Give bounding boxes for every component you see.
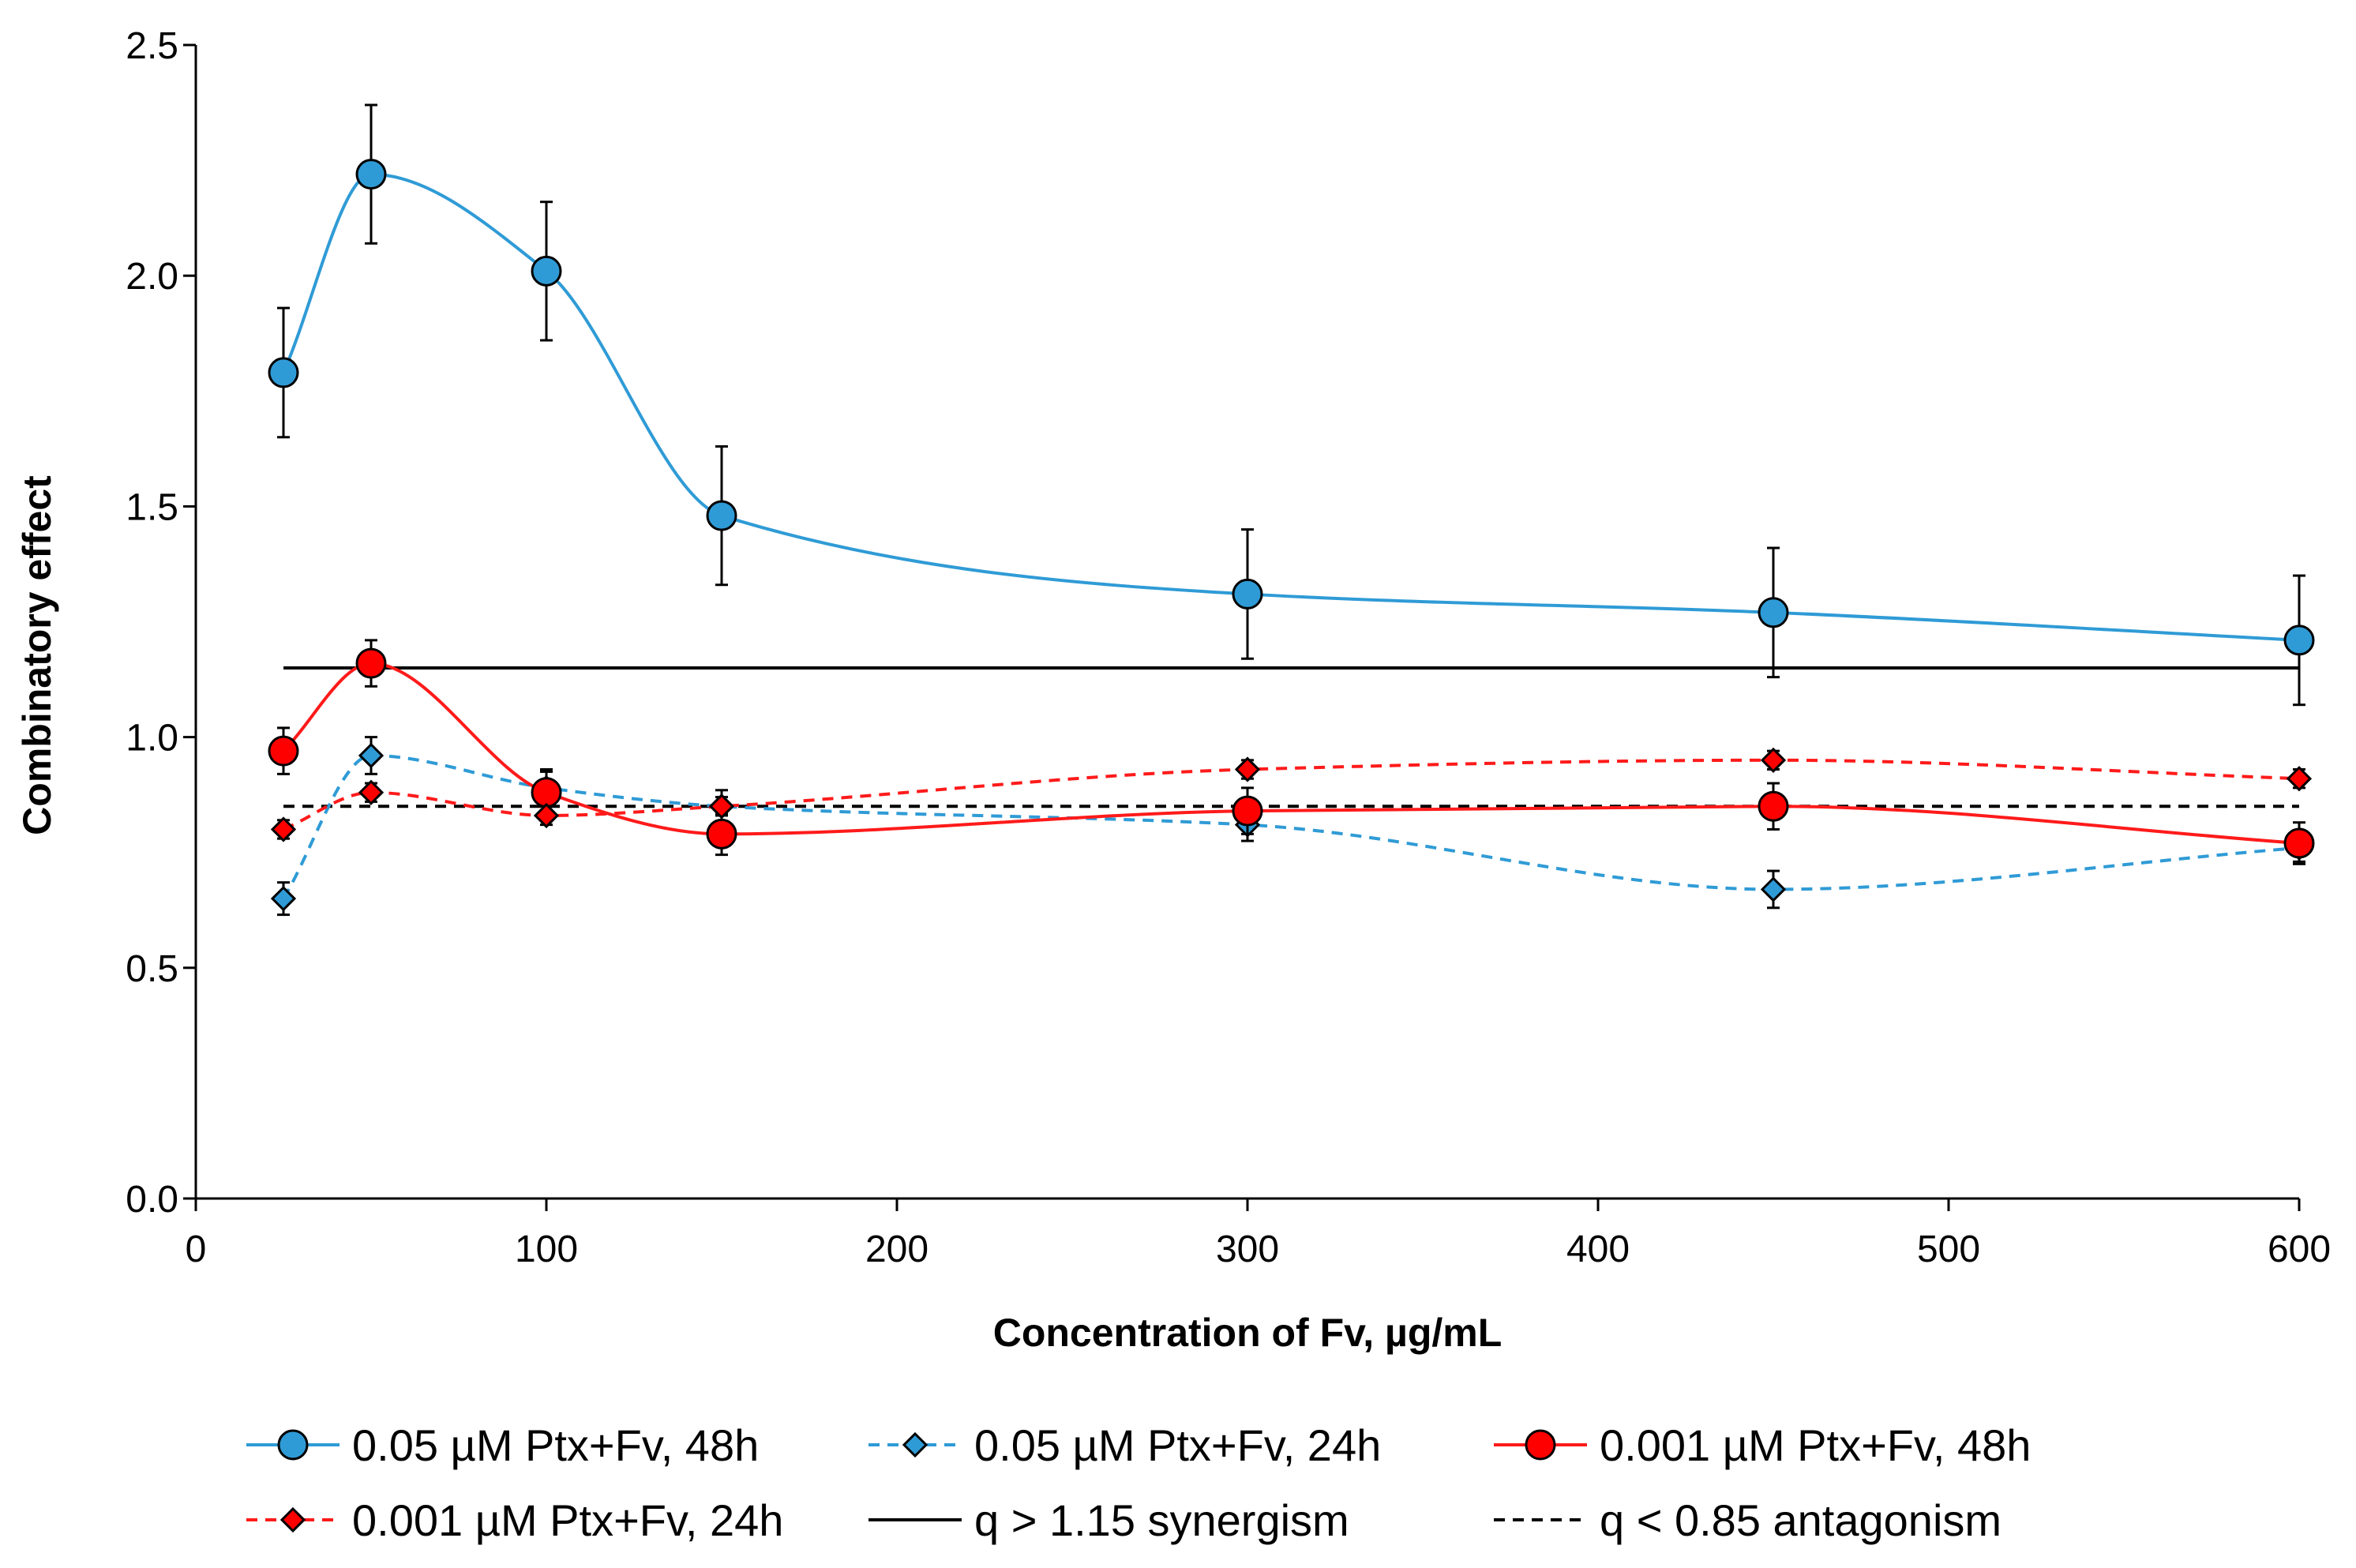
legend-item-1: 0.05 µM Ptx+Fv, 24h bbox=[868, 1420, 1381, 1470]
series-3 bbox=[270, 747, 2313, 842]
data-point bbox=[708, 793, 735, 820]
data-point bbox=[270, 886, 297, 912]
y-axis-title: Combinatory effect bbox=[15, 475, 59, 835]
legend-swatch-marker bbox=[279, 1506, 306, 1533]
legend-swatch-marker bbox=[1525, 1429, 1556, 1461]
series-0 bbox=[268, 103, 2315, 707]
y-tick-label: 0.5 bbox=[126, 948, 178, 990]
legend-label: 0.05 µM Ptx+Fv, 24h bbox=[974, 1420, 1381, 1470]
legend-label: 0.001 µM Ptx+Fv, 24h bbox=[352, 1495, 783, 1545]
y-tick-label: 0.0 bbox=[126, 1179, 178, 1221]
data-point bbox=[268, 735, 299, 767]
x-axis-title: Concentration of Fv, µg/mL bbox=[993, 1311, 1503, 1355]
legend-label: 0.05 µM Ptx+Fv, 48h bbox=[352, 1420, 759, 1470]
data-point bbox=[1234, 756, 1261, 782]
x-tick-label: 0 bbox=[186, 1229, 207, 1270]
legend-swatch-marker bbox=[902, 1431, 929, 1458]
data-point bbox=[1232, 795, 1263, 827]
data-point bbox=[531, 777, 562, 808]
reference-lines bbox=[283, 666, 2299, 808]
series-line bbox=[282, 172, 2300, 642]
data-point bbox=[706, 500, 737, 531]
x-tick-label: 200 bbox=[865, 1229, 929, 1270]
data-point bbox=[2286, 766, 2313, 792]
y-tick-label: 2.0 bbox=[126, 256, 178, 298]
data-series bbox=[268, 103, 2315, 917]
legend-item-3: 0.001 µM Ptx+Fv, 24h bbox=[246, 1495, 783, 1545]
data-point bbox=[2283, 625, 2315, 656]
series-1 bbox=[270, 736, 2313, 917]
legend-item-2: 0.001 µM Ptx+Fv, 48h bbox=[1494, 1420, 2031, 1470]
x-tick-label: 600 bbox=[2268, 1229, 2331, 1270]
x-tick-label: 300 bbox=[1216, 1229, 1279, 1270]
series-line bbox=[283, 758, 2300, 831]
data-point bbox=[355, 647, 387, 679]
legend-item-5: q < 0.85 antagonism bbox=[1494, 1495, 2001, 1545]
series-line bbox=[282, 753, 2300, 900]
axes: 0.0 0.5 1.0 1.5 2.0 2.5 0 100 200 300 400 500 600 bbox=[126, 25, 2331, 1270]
y-tick-label: 1.5 bbox=[126, 486, 178, 528]
legend-item-0: 0.05 µM Ptx+Fv, 48h bbox=[246, 1420, 759, 1470]
x-tick-label: 100 bbox=[515, 1229, 578, 1270]
x-tick-label: 500 bbox=[1917, 1229, 1980, 1270]
data-point bbox=[1758, 597, 1789, 628]
data-point bbox=[358, 779, 385, 805]
series-2 bbox=[268, 639, 2315, 865]
legend: 0.05 µM Ptx+Fv, 48h 0.05 µM Ptx+Fv, 24h 0.… bbox=[246, 1420, 2031, 1545]
legend-item-4: q > 1.15 synergism bbox=[868, 1495, 1349, 1545]
data-point bbox=[1760, 747, 1787, 773]
data-point bbox=[1758, 790, 1789, 822]
x-tick-label: 400 bbox=[1566, 1229, 1630, 1270]
legend-label: 0.001 µM Ptx+Fv, 48h bbox=[1600, 1420, 2031, 1470]
legend-label: q > 1.15 synergism bbox=[974, 1495, 1349, 1545]
legend-swatch-marker bbox=[277, 1429, 309, 1461]
data-point bbox=[270, 816, 297, 842]
data-point bbox=[355, 159, 387, 190]
legend-label: q < 0.85 antagonism bbox=[1600, 1495, 2001, 1545]
y-tick-label: 1.0 bbox=[126, 718, 178, 760]
series-line bbox=[282, 662, 2300, 846]
data-point bbox=[1760, 876, 1787, 902]
data-point bbox=[358, 742, 385, 769]
data-point bbox=[2283, 827, 2315, 859]
y-tick-label: 2.5 bbox=[126, 25, 178, 67]
data-point bbox=[531, 255, 562, 287]
data-point bbox=[268, 357, 299, 388]
data-point bbox=[1232, 578, 1263, 610]
data-point bbox=[706, 818, 737, 850]
data-point bbox=[533, 802, 560, 829]
